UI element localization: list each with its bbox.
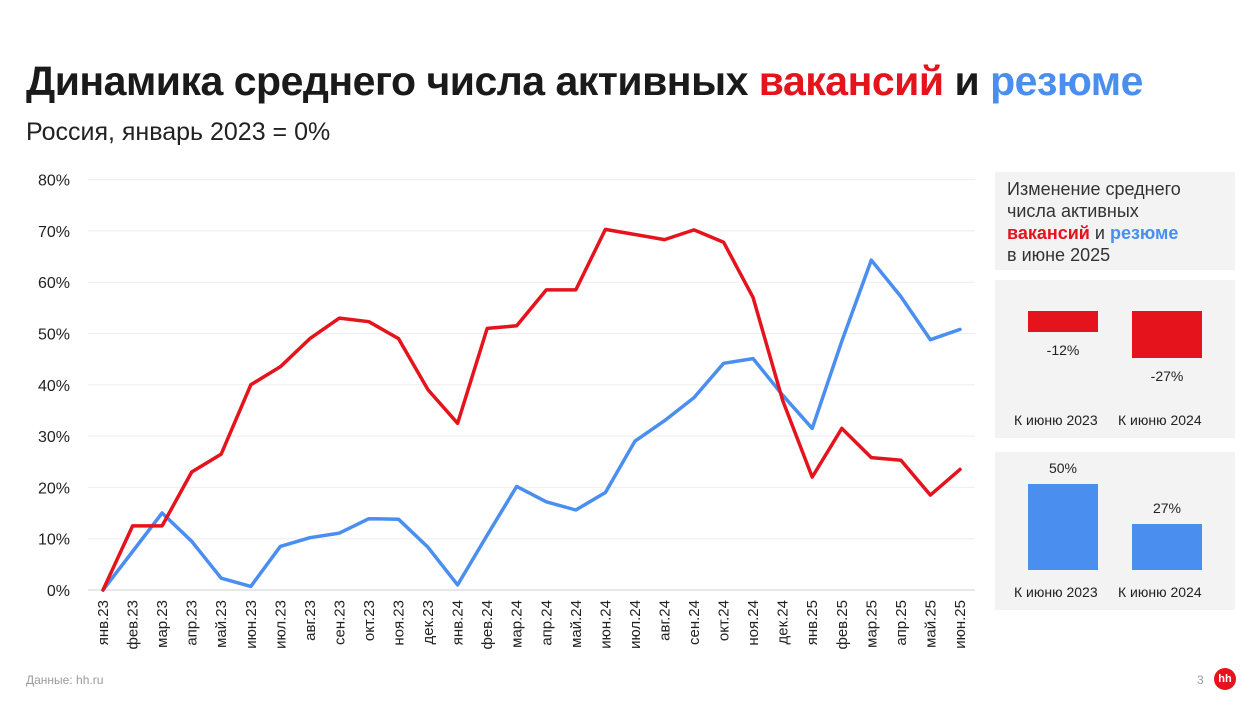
y-tick-label: 10% <box>38 532 70 549</box>
vacancies-bar-label: -12% <box>1046 342 1080 358</box>
side-header-vacancies: вакансий <box>1007 223 1090 243</box>
x-tick-label: дек.23 <box>420 600 437 645</box>
x-tick-label: сен.24 <box>686 600 703 645</box>
side-header-resumes: резюме <box>1109 223 1179 243</box>
x-tick-label: апр.24 <box>538 600 555 646</box>
title-vacancies: вакансий <box>758 58 944 104</box>
resumes-bar-label: 50% <box>1048 460 1078 476</box>
x-tick-label: май.25 <box>922 600 939 648</box>
x-tick-label: дек.24 <box>775 600 792 645</box>
x-tick-label: фев.23 <box>125 600 142 650</box>
line-chart: 0% 10% 20% 30% 40% 50% 60% 70% 80% янв.23 фев.23 ма… <box>38 173 975 650</box>
vacancies-change-panel: -12% -27% К июню 2023 К июню 2024 <box>995 280 1235 438</box>
x-tick-label: ноя.23 <box>391 600 408 646</box>
x-tick-label: июн.25 <box>952 600 969 649</box>
page-subtitle: Россия, январь 2023 = 0% <box>26 118 331 146</box>
title-resumes: резюме <box>990 58 1143 104</box>
vacancies-bar <box>1028 311 1098 332</box>
page-number: 3 <box>1197 673 1204 687</box>
vacancies-bar-label: -27% <box>1150 368 1184 385</box>
x-tick-label: июн.23 <box>243 600 260 649</box>
x-tick-label: авг.23 <box>302 600 319 641</box>
x-tick-label: июн.24 <box>597 600 614 649</box>
resumes-bar <box>1028 484 1098 570</box>
resumes-category-label: К июню 2024 <box>1118 584 1202 600</box>
hh-logo: hh <box>1214 668 1236 690</box>
side-header-and: и <box>1094 223 1105 243</box>
resumes-change-panel: 50% 27% К июню 2023 К июню 2024 <box>995 452 1235 610</box>
x-tick-label: мар.24 <box>509 600 526 648</box>
x-tick-label: июл.24 <box>627 600 644 649</box>
x-tick-label: июл.23 <box>272 600 289 649</box>
title-part1: Динамика среднего числа активных <box>26 58 748 104</box>
x-tick-label: янв.25 <box>804 600 821 645</box>
y-tick-label: 20% <box>38 480 70 497</box>
x-tick-label: мар.23 <box>154 600 171 648</box>
x-tick-label: янв.24 <box>450 600 467 645</box>
vacancies-category-label: К июню 2023 <box>1014 412 1098 428</box>
y-tick-label: 30% <box>38 429 70 446</box>
series-line-resumes <box>101 258 962 592</box>
side-header-line2: числа активных <box>1007 201 1139 221</box>
x-tick-label: янв.23 <box>95 600 112 645</box>
x-tick-label: май.23 <box>213 600 230 648</box>
page-title: Динамика среднего числа активных ваканси… <box>26 58 1143 105</box>
y-tick-label: 40% <box>38 378 70 395</box>
x-tick-label: май.24 <box>568 600 585 648</box>
x-tick-label: авг.24 <box>656 600 673 641</box>
vacancies-category-label: К июню 2024 <box>1118 412 1202 428</box>
x-tick-label: апр.25 <box>893 600 910 646</box>
x-tick-label: сен.23 <box>331 600 348 645</box>
data-source: Данные: hh.ru <box>26 673 104 687</box>
x-tick-label: окт.24 <box>716 600 733 641</box>
side-header-text: Изменение среднего числа активных ваканс… <box>1007 178 1232 266</box>
side-header-line1: Изменение среднего <box>1007 179 1181 199</box>
y-tick-label: 70% <box>38 224 70 241</box>
resumes-category-label: К июню 2023 <box>1014 584 1098 600</box>
x-tick-label: фев.25 <box>834 600 851 650</box>
side-header-line3: вакансий и резюме <box>1007 222 1232 244</box>
y-tick-label: 50% <box>38 327 70 344</box>
title-and: и <box>954 58 980 104</box>
y-tick-label: 0% <box>47 583 70 600</box>
resumes-bar-label: 27% <box>1152 499 1182 516</box>
x-tick-label: мар.25 <box>863 600 880 648</box>
y-tick-label: 80% <box>38 173 70 190</box>
x-tick-label: фев.24 <box>479 600 496 650</box>
vacancies-bar <box>1132 311 1202 359</box>
resumes-bar <box>1132 523 1202 570</box>
x-tick-label: ноя.24 <box>745 600 762 646</box>
side-header-line4: в июне 2025 <box>1007 245 1111 265</box>
series-line-vacancies <box>101 227 962 592</box>
y-tick-label: 60% <box>38 275 70 292</box>
x-tick-label: окт.23 <box>361 600 378 641</box>
x-tick-label: апр.23 <box>184 600 201 646</box>
side-header-panel: Изменение среднего числа активных ваканс… <box>995 172 1235 270</box>
